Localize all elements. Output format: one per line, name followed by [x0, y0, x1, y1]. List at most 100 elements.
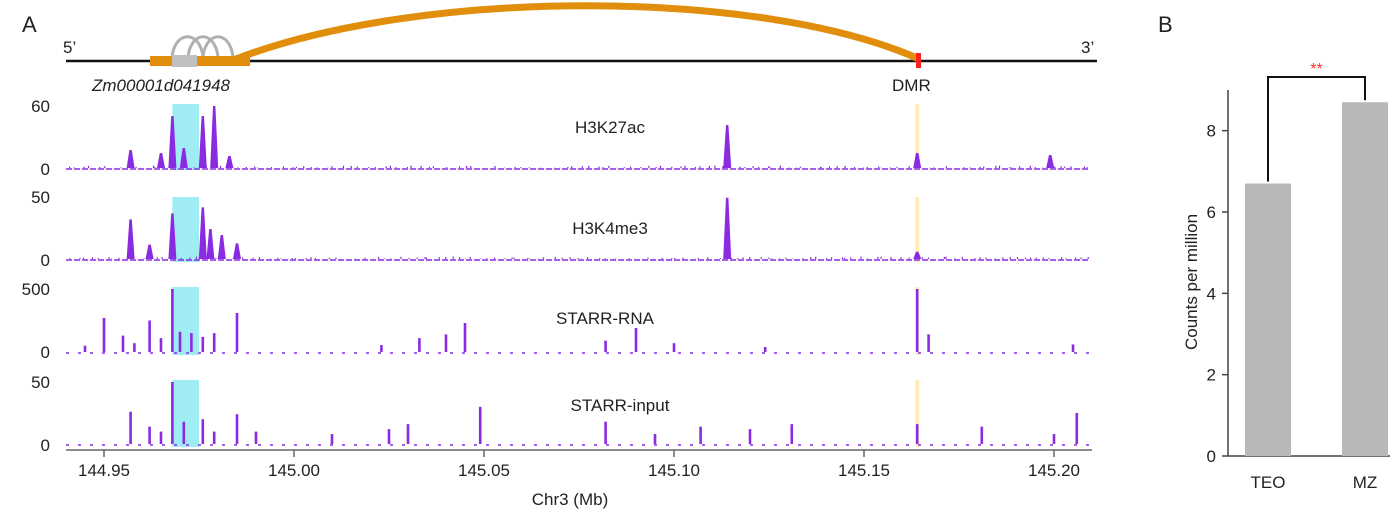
signal-bar: [915, 289, 919, 352]
y-ticks: 0 2 4 6 8: [1207, 122, 1228, 466]
dmr-label: DMR: [892, 76, 931, 95]
signal-bar: [212, 333, 216, 352]
signal-peak: [168, 213, 177, 259]
signal-peak: [913, 153, 922, 168]
signal-bar: [129, 411, 132, 444]
end-5-label: 5’: [63, 38, 76, 57]
signal-peak: [126, 219, 135, 259]
signal-bar: [1052, 434, 1056, 444]
gene-name-label: Zm00001d041948: [91, 76, 231, 95]
signal-bar: [121, 335, 125, 352]
signal-bar: [330, 434, 334, 444]
signal-peak: [217, 235, 226, 259]
x-axis: 144.95 145.00 145.05 145.10 145.15 145.20 Chr…: [66, 449, 1092, 509]
small-loop: [186, 35, 220, 58]
signal-bar: [380, 345, 383, 352]
track-title: H3K4me3: [572, 219, 648, 238]
chromatin-loop: [234, 2, 921, 63]
signal-bar: [148, 320, 151, 352]
signal-bar: [463, 323, 467, 352]
track-title: STARR-RNA: [556, 309, 655, 328]
signal-peak: [206, 229, 215, 259]
y-tick-label: 4: [1207, 284, 1216, 303]
highlight-dmr: [915, 197, 920, 262]
x-axis-label: Chr3 (Mb): [532, 490, 609, 509]
signal-bar: [406, 424, 410, 444]
y-axis-label: Counts per million: [1182, 214, 1201, 350]
signal-bar: [699, 426, 702, 444]
signal-bar: [653, 434, 657, 444]
signal-bar: [178, 331, 182, 352]
signal-peak: [233, 243, 241, 259]
panel-b-label: B: [1158, 12, 1173, 37]
signal-bar: [604, 421, 607, 444]
gene-exon: [172, 55, 197, 67]
signal-bar: [444, 334, 448, 352]
signal-bar: [418, 338, 421, 352]
signal-bar: [763, 346, 767, 352]
signal-bar: [748, 429, 752, 444]
signal-peak: [913, 251, 922, 259]
signal-bar: [83, 345, 87, 352]
signal-bar: [190, 333, 193, 352]
x-tick-label: 145.10: [648, 461, 700, 480]
signal-bar: [182, 421, 186, 444]
signal-peak: [157, 153, 165, 168]
bar-mz: [1342, 102, 1388, 456]
signal-peak: [723, 197, 732, 259]
track-marks: [66, 289, 1090, 354]
signal-peak: [179, 148, 188, 168]
x-tick-label: 144.95: [78, 461, 130, 480]
x-tick-label: 145.00: [268, 461, 320, 480]
bar-teo: [1245, 183, 1291, 457]
signal-bar: [102, 317, 106, 352]
track-h3k27ac: H3K27ac 60 0: [31, 97, 1090, 179]
x-tick-label: 145.15: [838, 461, 890, 480]
track-marks: [66, 197, 1090, 261]
x-ticks: 144.95 145.00 145.05 145.10 145.15 145.20: [78, 450, 1080, 480]
signal-bar: [171, 382, 174, 444]
y-tick-label: 6: [1207, 203, 1216, 222]
highlight-promoter: [172, 197, 199, 262]
y-tick-label: 60: [31, 97, 50, 116]
signal-peak: [1046, 155, 1055, 168]
x-tick-label: 145.20: [1028, 461, 1080, 480]
y-tick-label: 500: [22, 280, 50, 299]
signal-peak: [198, 116, 207, 168]
signal-bar: [634, 328, 638, 352]
signal-bar: [1075, 413, 1079, 444]
track-h3k4me3: H3K4me3 50 0: [31, 188, 1090, 270]
dmr-marker: [916, 53, 921, 68]
end-3-label: 3’: [1081, 38, 1094, 57]
signal-bar: [201, 336, 205, 352]
signal-bar: [254, 431, 258, 444]
signal-peak: [168, 116, 177, 168]
signal-peak: [225, 156, 234, 168]
y-tick-label: 8: [1207, 122, 1216, 141]
track-starr-rna: STARR-RNA 500 0: [22, 280, 1090, 362]
signal-bar: [915, 424, 919, 444]
x-tick-label: 145.05: [458, 461, 510, 480]
signal-bar: [672, 343, 676, 352]
signal-bar: [159, 431, 163, 444]
signal-bar: [212, 431, 216, 444]
gene-body: [150, 56, 250, 66]
signal-bar: [1071, 344, 1075, 352]
y-tick-label: 0: [41, 436, 50, 455]
signal-peak: [126, 150, 135, 168]
signal-bar: [235, 414, 239, 444]
signal-bar: [604, 340, 607, 352]
signal-bar: [171, 289, 174, 352]
y-tick-label: 50: [31, 373, 50, 392]
y-tick-label: 2: [1207, 366, 1216, 385]
highlight-layer: [172, 104, 920, 447]
significance-stars: **: [1310, 61, 1322, 78]
small-loop: [201, 35, 235, 58]
signal-bar: [148, 426, 151, 444]
highlight-dmr: [915, 104, 920, 170]
small-loop: [170, 35, 205, 58]
signal-bar: [159, 338, 163, 352]
y-tick-label: 0: [41, 343, 50, 362]
track-title: H3K27ac: [575, 118, 645, 137]
